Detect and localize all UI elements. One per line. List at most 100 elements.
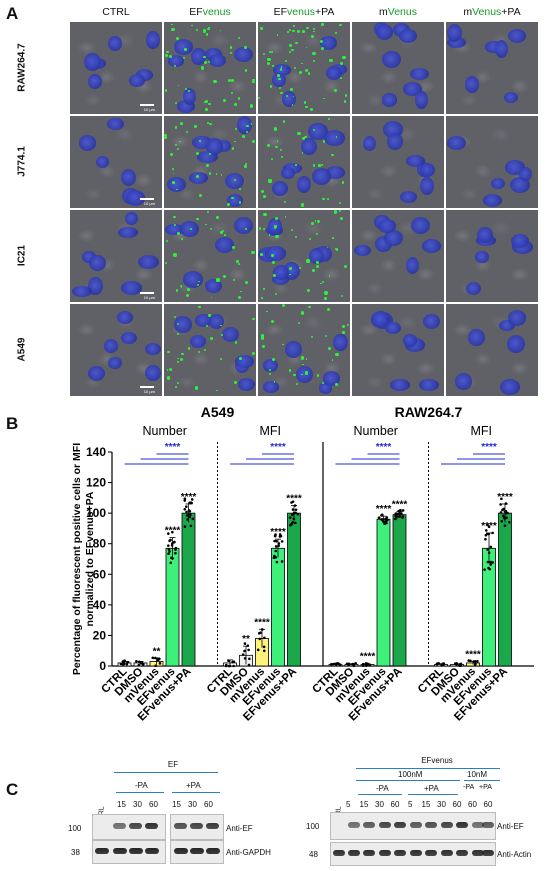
venus-puncta xyxy=(315,264,320,269)
venus-puncta xyxy=(206,210,209,213)
data-point xyxy=(277,542,281,545)
nucleus-mark xyxy=(406,155,425,168)
venus-puncta xyxy=(300,373,303,376)
venus-puncta xyxy=(262,345,266,349)
micrograph-tile: 10 µm xyxy=(70,210,162,302)
venus-puncta xyxy=(237,262,240,265)
venus-puncta xyxy=(327,198,330,200)
venus-puncta xyxy=(273,273,277,277)
data-point xyxy=(243,642,247,645)
data-point xyxy=(489,545,493,549)
venus-puncta xyxy=(173,215,177,219)
data-point xyxy=(484,537,487,541)
nucleus-mark xyxy=(483,194,503,208)
row-label: RAW264.7 xyxy=(16,43,28,92)
nucleus-mark xyxy=(190,335,207,348)
venus-puncta xyxy=(267,62,271,66)
nucleus-mark xyxy=(285,341,303,358)
blot-left-title-line xyxy=(114,772,218,773)
venus-puncta xyxy=(237,296,241,300)
venus-puncta xyxy=(210,296,213,299)
venus-puncta xyxy=(316,374,320,377)
column-header-suffix: +PA xyxy=(501,6,521,18)
venus-puncta xyxy=(251,352,255,356)
data-point xyxy=(474,662,477,665)
data-point xyxy=(503,517,506,520)
venus-puncta xyxy=(273,127,278,131)
blot-right-conc2-line xyxy=(464,780,500,781)
venus-puncta xyxy=(244,69,248,72)
nucleus-mark xyxy=(477,227,494,244)
lane-label: 15 xyxy=(117,800,126,809)
venus-puncta xyxy=(203,28,207,32)
venus-puncta xyxy=(325,334,328,337)
data-point xyxy=(191,517,195,521)
venus-puncta xyxy=(208,172,211,175)
data-point xyxy=(364,662,368,665)
venus-puncta xyxy=(227,78,232,83)
venus-puncta xyxy=(300,203,304,207)
data-point xyxy=(435,662,439,666)
significance-stars: **** xyxy=(481,521,497,532)
venus-puncta xyxy=(271,64,275,68)
venus-puncta xyxy=(288,44,292,48)
venus-puncta xyxy=(263,227,265,230)
venus-puncta xyxy=(173,64,176,67)
venus-puncta xyxy=(279,68,282,71)
blot-band xyxy=(174,848,188,854)
micrograph-tile xyxy=(446,210,538,302)
venus-puncta xyxy=(250,104,254,108)
significance-stars: **** xyxy=(376,504,392,515)
data-point xyxy=(399,508,402,512)
nucleus-mark xyxy=(146,30,160,49)
data-point xyxy=(345,662,349,666)
venus-puncta xyxy=(185,293,189,297)
blot-right-plus: +PA xyxy=(424,784,439,793)
lane-label: 30 xyxy=(133,800,142,809)
blot-band xyxy=(379,822,391,828)
nucleus-mark xyxy=(167,176,186,192)
venus-puncta xyxy=(166,50,169,54)
venus-puncta xyxy=(181,352,184,356)
data-point xyxy=(228,664,232,668)
venus-puncta xyxy=(216,278,220,282)
venus-puncta xyxy=(271,260,276,265)
micrograph-tile xyxy=(446,116,538,208)
nucleus-mark xyxy=(179,221,199,238)
blot-left-label-top: Anti-EF xyxy=(226,824,253,833)
venus-puncta xyxy=(165,261,168,265)
venus-puncta xyxy=(320,23,324,27)
data-point xyxy=(158,662,162,665)
venus-puncta xyxy=(198,280,200,283)
data-point xyxy=(189,524,193,528)
data-point xyxy=(186,518,189,521)
venus-puncta xyxy=(244,227,247,230)
nucleus-mark xyxy=(107,118,124,130)
venus-puncta xyxy=(220,174,223,177)
data-point xyxy=(484,529,488,532)
venus-puncta xyxy=(235,127,238,130)
nucleus-mark xyxy=(384,321,402,334)
lane-label: 30 xyxy=(188,800,197,809)
nucleus-mark xyxy=(272,73,286,88)
venus-puncta xyxy=(328,347,332,351)
venus-puncta xyxy=(268,372,271,375)
venus-puncta xyxy=(231,245,236,250)
data-point xyxy=(137,663,141,667)
venus-puncta xyxy=(205,33,209,36)
nucleus-mark xyxy=(234,46,253,63)
lane-label: 60 xyxy=(483,800,493,809)
venus-puncta xyxy=(180,286,183,288)
blot-right-plus-line xyxy=(408,794,458,795)
venus-puncta xyxy=(195,174,199,178)
data-point xyxy=(354,661,357,665)
venus-puncta xyxy=(272,357,276,361)
bar xyxy=(271,547,285,667)
data-point xyxy=(380,518,383,521)
data-point xyxy=(140,661,144,664)
venus-puncta xyxy=(268,179,272,183)
venus-puncta xyxy=(237,97,241,100)
venus-puncta xyxy=(340,62,344,66)
column-header: EFvenus+PA xyxy=(258,6,350,18)
